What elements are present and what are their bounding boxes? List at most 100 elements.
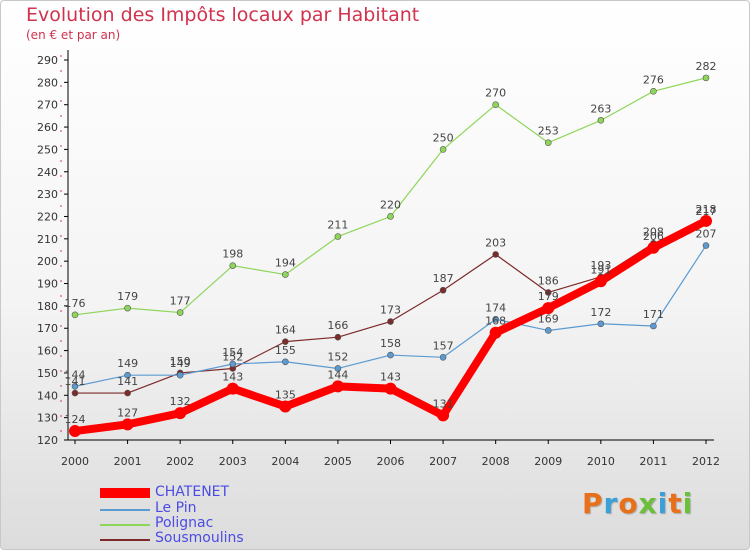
legend-swatch-chatenet	[100, 488, 150, 498]
x-tick-label: 2000	[61, 455, 89, 468]
data-label: 194	[275, 257, 296, 270]
data-label: 141	[117, 375, 138, 388]
y-tick-label: 290	[37, 54, 58, 67]
legend-label-polignac: Polignac	[155, 515, 214, 531]
data-label: 152	[222, 350, 243, 363]
logo-letter: i	[657, 487, 669, 520]
data-label: 176	[65, 297, 86, 310]
y-tick-label: 150	[37, 367, 58, 380]
logo-letter: t	[668, 487, 683, 520]
data-point-le-pin	[282, 358, 289, 366]
data-point-sousmoulins	[387, 318, 394, 325]
data-point-chatenet	[174, 407, 187, 420]
data-point-le-pin	[650, 322, 657, 330]
data-label: 203	[485, 236, 506, 249]
data-point-polignac	[176, 309, 184, 316]
y-tick-label: 210	[37, 233, 58, 246]
legend-label-chatenet: CHATENET	[155, 484, 230, 500]
y-tick-label: 250	[37, 143, 58, 156]
data-label: 173	[380, 304, 401, 317]
legend-swatch-sousmoulins	[100, 539, 150, 541]
x-tick-label: 2004	[271, 455, 299, 468]
chart-subtitle: (en € et par an)	[26, 28, 121, 42]
data-label: 218	[696, 203, 717, 216]
proxiti-logo: Proxiti	[582, 487, 693, 520]
data-label: 127	[117, 406, 138, 419]
data-point-polignac	[387, 213, 394, 220]
x-tick-label: 2008	[482, 455, 510, 468]
data-point-chatenet	[69, 425, 81, 438]
data-label: 187	[433, 272, 454, 285]
data-point-polignac	[544, 139, 552, 147]
data-point-chatenet	[542, 302, 555, 315]
data-point-chatenet	[331, 380, 344, 393]
data-point-le-pin	[439, 353, 447, 361]
data-label: 168	[485, 315, 506, 328]
data-label: 155	[275, 344, 296, 357]
data-label: 206	[643, 230, 664, 243]
data-label: 208	[643, 225, 664, 238]
data-label: 169	[538, 312, 559, 325]
y-tick-label: 220	[37, 210, 58, 223]
legend-swatch-polignac	[100, 524, 150, 526]
data-label: 143	[380, 371, 401, 384]
data-label: 149	[170, 357, 191, 370]
data-label: 250	[433, 131, 454, 144]
data-point-le-pin	[544, 327, 552, 334]
data-point-le-pin	[334, 365, 342, 372]
x-tick-label: 2011	[639, 455, 667, 468]
x-tick-label: 2001	[114, 455, 142, 468]
data-label: 141	[65, 375, 86, 388]
data-label: 186	[538, 274, 559, 287]
data-point-polignac	[597, 117, 605, 124]
logo-letter: i	[682, 487, 694, 520]
data-point-chatenet	[279, 400, 292, 413]
data-label: 172	[590, 306, 611, 319]
data-label: 253	[538, 125, 559, 138]
y-tick-label: 120	[37, 434, 58, 447]
data-label: 217	[696, 205, 717, 218]
data-point-le-pin	[597, 320, 605, 328]
data-point-le-pin	[492, 315, 499, 323]
x-tick-label: 2003	[219, 455, 247, 468]
data-point-polignac	[229, 262, 237, 269]
data-label: 143	[222, 371, 243, 384]
x-tick-label: 2006	[377, 455, 405, 468]
data-point-chatenet	[226, 382, 239, 395]
data-label: 158	[380, 337, 401, 350]
data-label: 282	[696, 60, 717, 73]
y-tick-label: 200	[37, 255, 58, 268]
data-label: 124	[65, 413, 86, 426]
data-label: 135	[275, 388, 296, 401]
y-tick-label: 280	[37, 76, 58, 89]
data-label: 263	[590, 102, 611, 115]
data-label: 149	[117, 357, 138, 370]
x-tick-label: 2012	[692, 455, 720, 468]
data-point-polignac	[492, 101, 499, 109]
data-point-chatenet	[437, 409, 450, 422]
logo-letter: o	[618, 487, 639, 520]
data-label: 144	[327, 368, 348, 381]
data-label: 198	[222, 248, 243, 261]
x-tick-label: 2002	[166, 455, 194, 468]
data-point-chatenet	[489, 326, 502, 339]
data-point-sousmoulins	[492, 251, 499, 258]
data-point-le-pin	[71, 383, 79, 390]
data-point-le-pin	[387, 351, 394, 359]
x-tick-label: 2009	[534, 455, 562, 468]
y-tick-label: 230	[37, 188, 58, 201]
chart-title: Evolution des Impôts locaux par Habitant	[26, 4, 420, 26]
data-label: 166	[327, 319, 348, 332]
data-point-chatenet	[121, 418, 134, 431]
legend-label-sousmoulins: Sousmoulins	[155, 530, 244, 546]
y-tick-label: 260	[37, 121, 58, 134]
data-point-le-pin	[124, 371, 131, 379]
data-point-sousmoulins	[282, 338, 289, 345]
data-point-chatenet	[700, 214, 712, 227]
data-label: 154	[222, 346, 243, 359]
data-point-le-pin	[702, 242, 710, 249]
y-tick-label: 270	[37, 99, 58, 112]
y-tick-label: 240	[37, 166, 58, 179]
data-point-polignac	[71, 311, 79, 319]
